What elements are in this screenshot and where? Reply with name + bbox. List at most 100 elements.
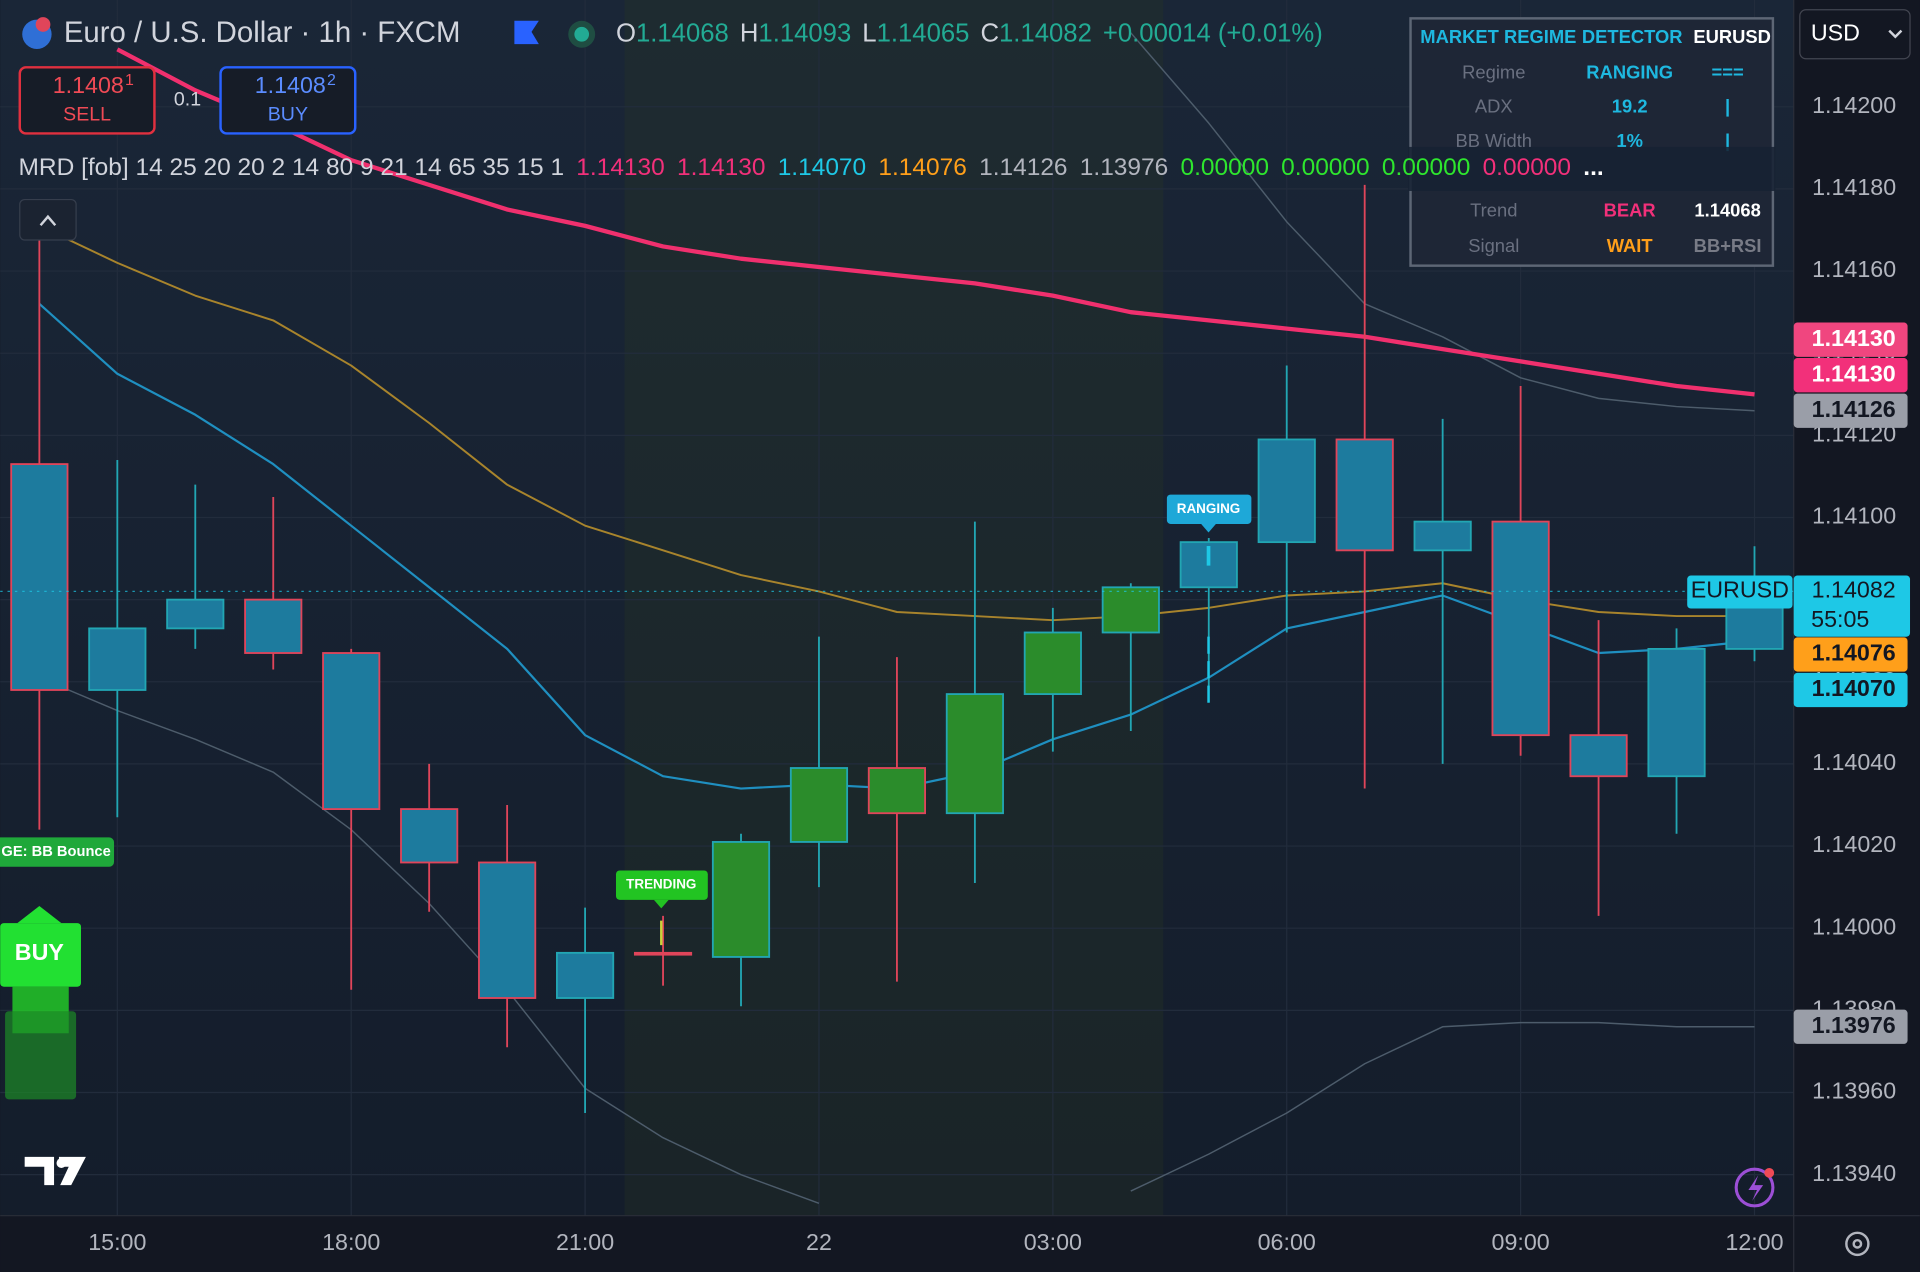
alert-icon [1748, 1175, 1764, 1201]
annotations: GE: BB Bounce BUY TRENDING RANGING [0, 494, 1252, 1100]
x-tick-label: 21:00 [556, 1229, 614, 1255]
x-tick-label: 15:00 [88, 1229, 146, 1255]
ohlc-value: 1.14065 [877, 19, 970, 47]
indicator-value: 1.13976 [1080, 154, 1168, 181]
annotation: BUY [15, 939, 65, 965]
candle-body [1335, 438, 1394, 552]
candle-body [556, 951, 615, 999]
panel-cell: ADX [1475, 96, 1513, 117]
candle-body [945, 693, 1004, 815]
annotation: RANGING [1177, 501, 1241, 516]
candle-body [400, 808, 459, 864]
candle-body [789, 767, 849, 843]
panel-cell: 19.2 [1612, 96, 1648, 117]
candle-body [1647, 647, 1706, 778]
y-tick-label: 1.13940 [1812, 1160, 1896, 1186]
candle-body [1023, 631, 1082, 696]
candle-body [322, 652, 381, 811]
flag-icon [35, 17, 51, 32]
currency: USD [1811, 19, 1860, 45]
price-label-box [1793, 1009, 1908, 1044]
x-tick-label: 03:00 [1024, 1229, 1082, 1255]
indicator-value: 0.00000 [1180, 154, 1268, 181]
ohlc-key: L [862, 19, 876, 47]
y-tick-label: 1.14200 [1812, 92, 1896, 118]
ohlc-key: O [616, 19, 636, 47]
status-icon [574, 26, 590, 42]
annotation-pointer [653, 899, 669, 909]
buy-label: BUY [268, 103, 308, 125]
candle-body [711, 841, 771, 958]
x-tick-label: 22 [806, 1229, 832, 1255]
panel-cell: | [1725, 96, 1730, 117]
indicator-line [1130, 32, 1755, 412]
sell-label: SELL [63, 103, 111, 125]
x-tick-label: 06:00 [1258, 1229, 1316, 1255]
y-tick-label: 1.14160 [1812, 256, 1896, 282]
sell-price: 1.1408 [53, 72, 124, 98]
indicator-value: 1.14076 [878, 154, 966, 181]
collapse-button[interactable] [19, 198, 77, 241]
alert-dot [1764, 1167, 1775, 1178]
panel-cell: Signal [1468, 235, 1519, 256]
currency-button[interactable] [1799, 9, 1911, 60]
price-label: 1.13976 [1812, 1012, 1896, 1038]
indicator-legend: MRD [fob] 14 25 20 20 2 14 80 9 21 14 65… [19, 154, 1604, 181]
symbol-label: EURUSD [1691, 577, 1789, 603]
indicator-line [38, 224, 1755, 622]
symbol-title: Euro / U.S. Dollar · 1h · FXCM [64, 16, 461, 49]
indicator-line [116, 47, 1755, 397]
panel-title: DETECTOR [1582, 26, 1683, 47]
ohlc-value: 1.14093 [758, 19, 851, 47]
candle-body [1491, 520, 1550, 737]
y-tick-label: 1.14020 [1812, 831, 1896, 857]
panel-title: EURUSD [1693, 26, 1771, 47]
sell-button[interactable] [18, 66, 156, 135]
price-label-box [1793, 322, 1908, 357]
candle-body [1569, 734, 1628, 778]
panel-cell: BB Width [1456, 130, 1533, 151]
legend-backdrop [1408, 146, 1776, 191]
indicator-value: 1.14130 [677, 154, 765, 181]
panel-cell: WAIT [1607, 235, 1654, 256]
candle-body [1413, 520, 1472, 552]
y-tick-label: 1.14180 [1812, 174, 1896, 200]
current-price-box [1793, 575, 1911, 637]
price-label-box [1793, 358, 1908, 393]
candle-body [478, 861, 537, 999]
panel-cell: Trend [1470, 200, 1517, 221]
price-label: 1.14130 [1812, 360, 1896, 386]
buy-arrow [17, 905, 62, 924]
ohlc-value: 1.14082 [999, 19, 1092, 47]
ohlc-key: H [740, 19, 759, 47]
regime-panel: MARKET REGIME DETECTOR EURUSD Regime RANGING… [1409, 17, 1775, 267]
panel-cell: RANGING [1586, 61, 1673, 82]
annotation: GE: BB Bounce [1, 844, 110, 860]
buy-box [0, 923, 81, 987]
candle-body [1257, 438, 1316, 544]
quantity[interactable]: 0.1 [174, 89, 201, 111]
ohlc-value: 1.14068 [636, 19, 729, 47]
symbol-label-box [1687, 575, 1793, 609]
price-label: 1.14070 [1812, 675, 1896, 701]
candle-body [10, 463, 69, 691]
ohlc-values: O1.14068 H1.14093 L1.14065 C1.14082 +0.00014… [616, 19, 1323, 47]
panel-cell: | [1725, 130, 1730, 151]
settings-icon[interactable] [1845, 1231, 1870, 1257]
price-label-box [1793, 393, 1908, 428]
indicator-value: 1.14130 [576, 154, 664, 181]
annotation-pointer [1201, 523, 1216, 533]
alert-icon[interactable] [1734, 1167, 1775, 1208]
dropdown-icon [1888, 29, 1903, 39]
panel-box [1409, 17, 1775, 267]
countdown: 55:05 [1811, 606, 1869, 632]
price-label: 1.14126 [1812, 396, 1896, 422]
annotation-box [615, 870, 708, 900]
ohlc-key: C [980, 19, 999, 47]
annotation-box [0, 837, 115, 867]
buy-block [5, 1011, 77, 1100]
panel-title: MARKET REGIME [1420, 26, 1576, 47]
settings-icon [1852, 1238, 1863, 1249]
buy-button[interactable] [219, 66, 357, 135]
panel-cell: === [1712, 61, 1744, 82]
